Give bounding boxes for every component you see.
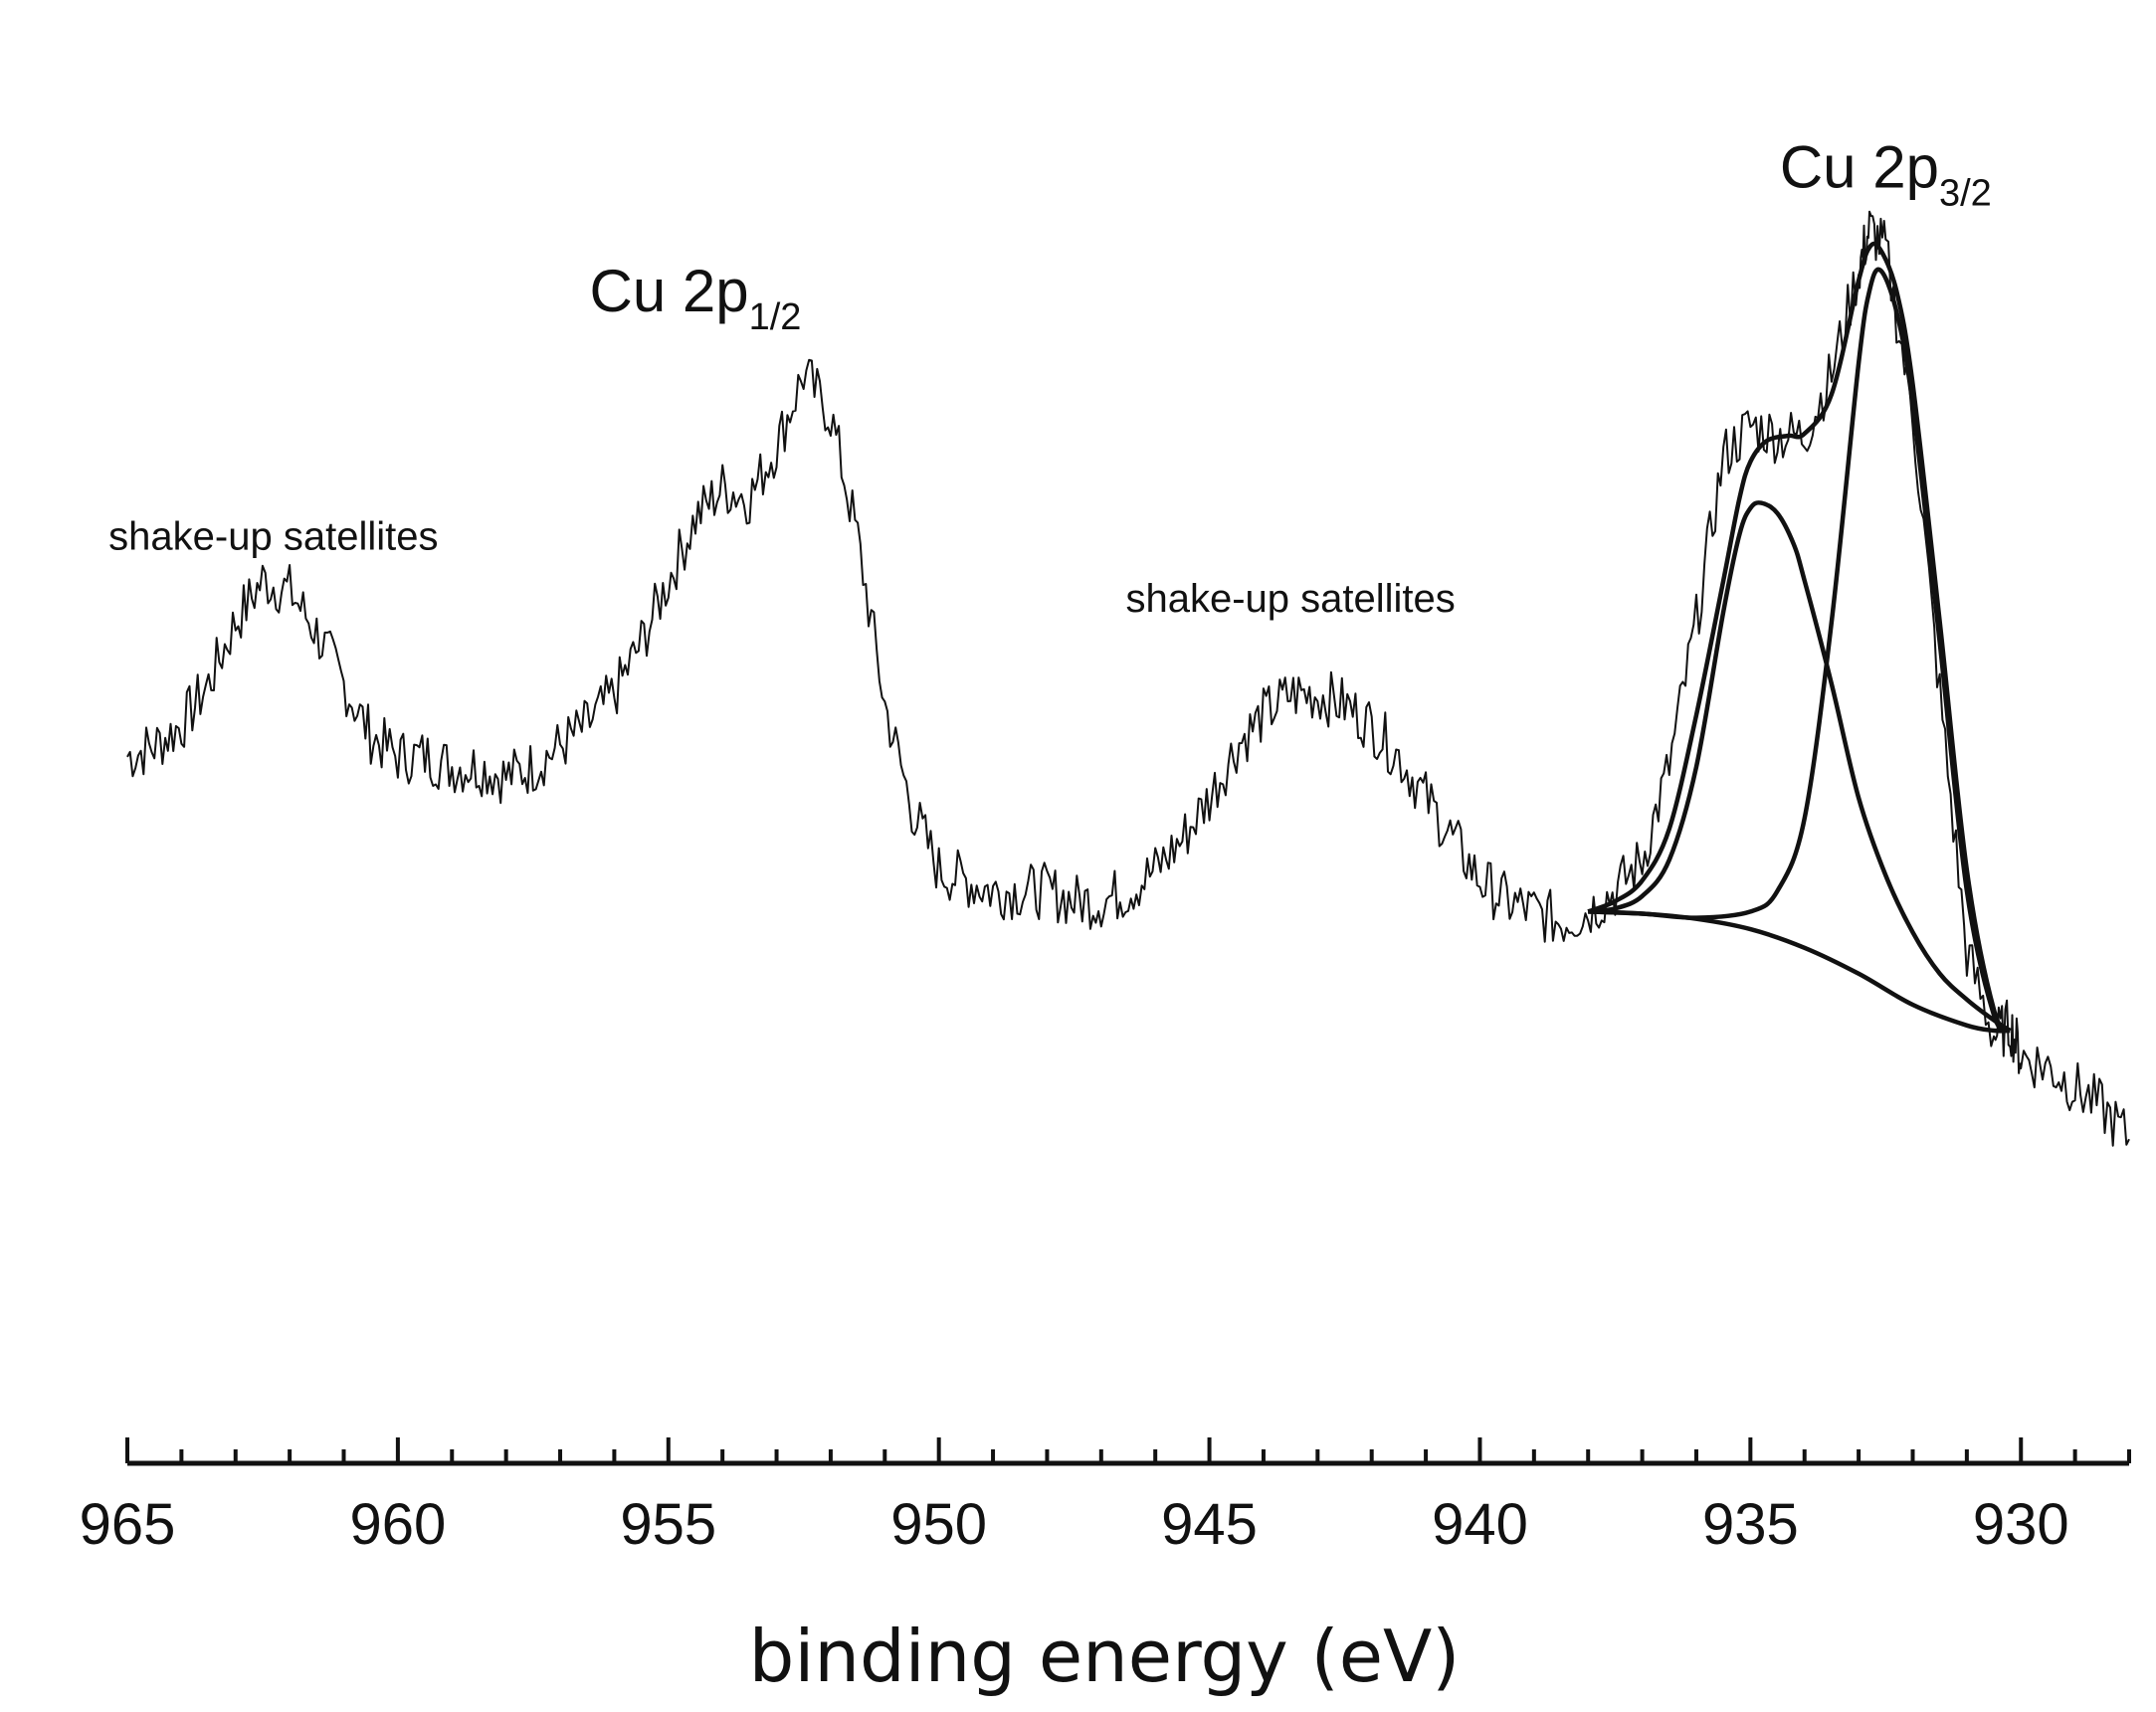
label-cu-2p12-sub: 1/2 xyxy=(749,296,802,338)
label-sat-low: shake-up satellites xyxy=(1125,577,1455,621)
x-tick-label: 935 xyxy=(1702,1492,1799,1557)
series-layer xyxy=(126,210,2130,1147)
x-tick-label: 965 xyxy=(80,1492,176,1557)
series-component-2 xyxy=(1588,267,2012,1034)
label-cu-2p32-main: Cu 2p xyxy=(1780,133,1939,200)
x-axis-ticks: 965 960 955 950 945 940 935 930 xyxy=(80,1437,2131,1557)
label-cu-2p12-main: Cu 2p xyxy=(590,258,749,324)
label-cu-2p32: Cu 2p3/2 xyxy=(1780,133,1992,214)
x-axis-title: binding energy (eV) xyxy=(749,1615,1461,1698)
x-tick-label: 945 xyxy=(1161,1492,1258,1557)
label-cu-2p12: Cu 2p1/2 xyxy=(590,258,802,338)
series-background xyxy=(1588,909,2011,1034)
x-tick-label: 955 xyxy=(620,1492,716,1557)
x-tick-label: 940 xyxy=(1432,1492,1528,1557)
label-sat-high: shake-up satellites xyxy=(108,514,438,558)
series-component-1 xyxy=(1587,500,2012,1033)
x-tick-label: 930 xyxy=(1973,1492,2069,1557)
label-cu-2p32-sub: 3/2 xyxy=(1939,172,1992,214)
x-tick-label: 950 xyxy=(890,1492,987,1557)
x-tick-label: 960 xyxy=(350,1492,447,1557)
series-measured-spectrum xyxy=(126,210,2130,1147)
